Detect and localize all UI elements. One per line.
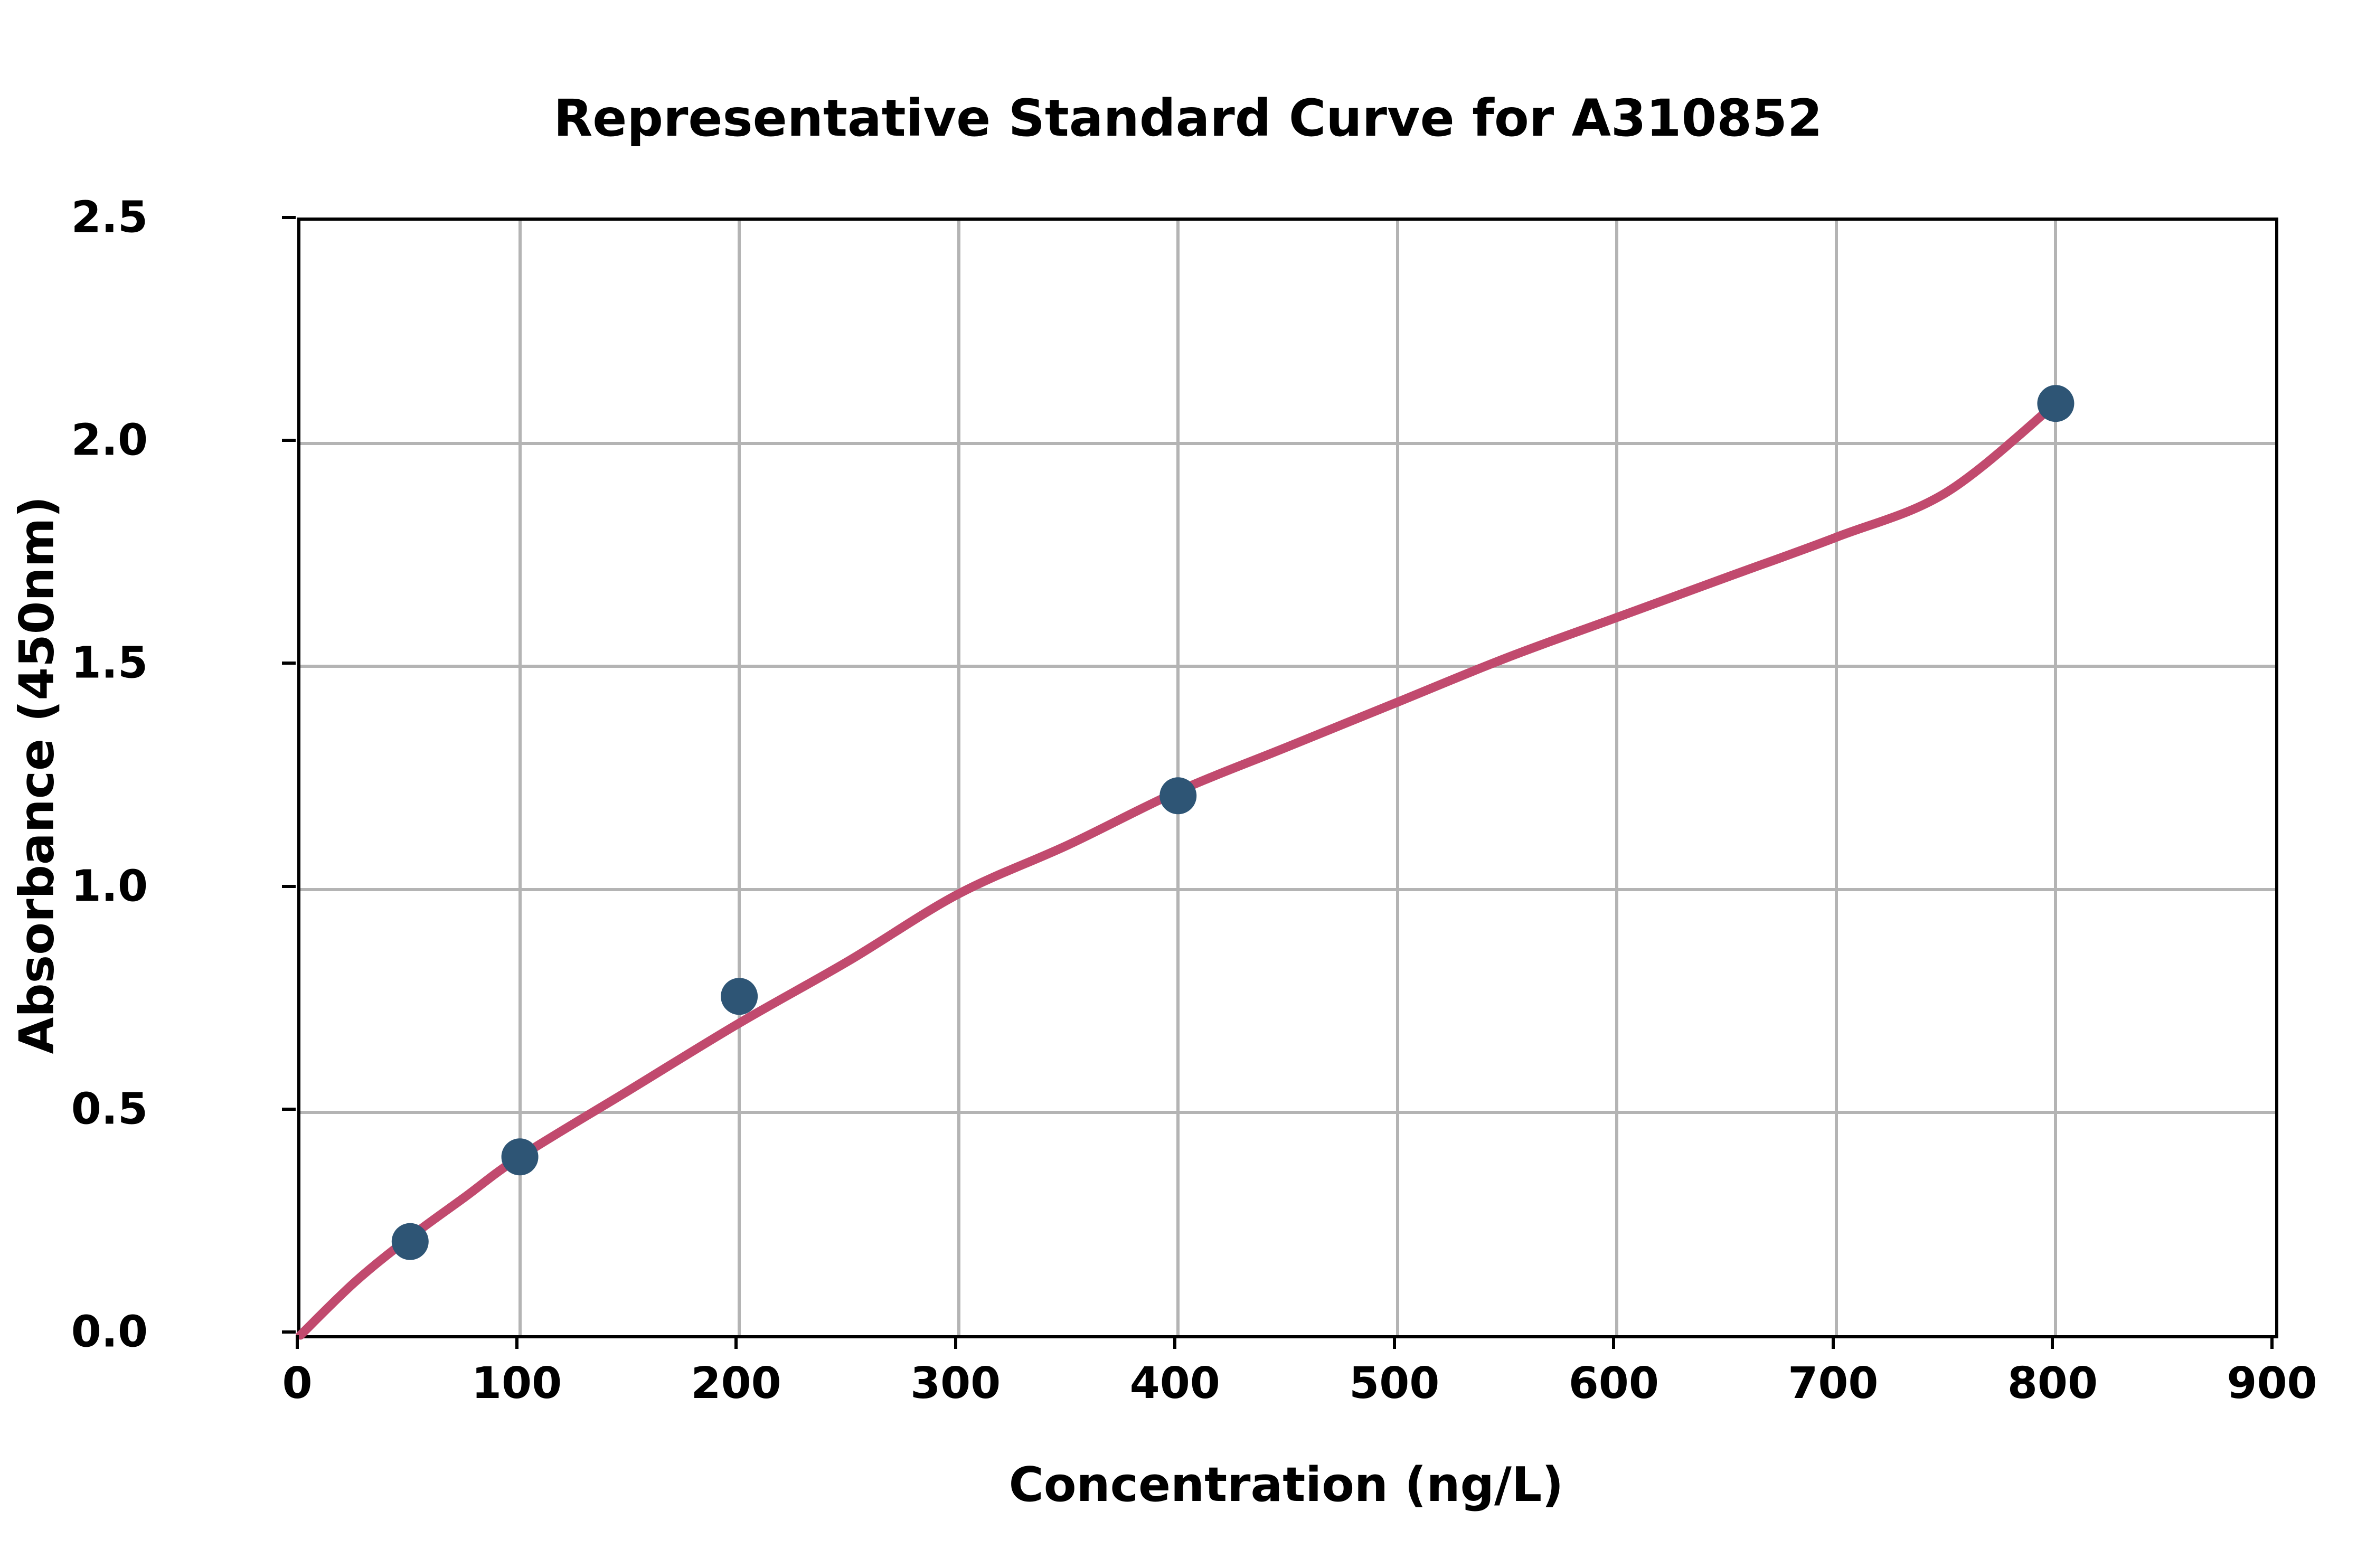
- gridline-horizontal: [300, 887, 2275, 891]
- gridline-vertical: [2054, 221, 2058, 1335]
- x-tick-mark: [2051, 1335, 2054, 1349]
- x-tick-mark: [734, 1335, 738, 1349]
- y-tick-mark: [282, 884, 296, 888]
- y-tick-label: 2.5: [71, 192, 148, 243]
- y-axis-label: Absorbance (450nm): [9, 496, 65, 1054]
- y-tick-mark: [282, 662, 296, 665]
- x-tick-label: 800: [2007, 1358, 2098, 1409]
- x-tick-mark: [2270, 1335, 2274, 1349]
- gridline-horizontal: [300, 665, 2275, 668]
- data-point: [391, 1223, 429, 1260]
- y-axis-label-wrap: Absorbance (450nm): [0, 218, 74, 1332]
- x-tick-mark: [1612, 1335, 1616, 1349]
- x-tick-mark: [1392, 1335, 1396, 1349]
- gridline-vertical: [1396, 221, 1399, 1335]
- gridline-vertical: [1615, 221, 1619, 1335]
- gridline-vertical: [738, 221, 741, 1335]
- data-point: [1159, 777, 1197, 815]
- fitted-curve-group: [296, 399, 2060, 1340]
- y-tick-label: 2.0: [71, 415, 148, 466]
- x-tick-label: 300: [910, 1358, 1001, 1409]
- data-points-group: [391, 385, 2075, 1260]
- x-tick-label: 700: [1788, 1358, 1879, 1409]
- plot-area: [296, 218, 2278, 1340]
- gridline-vertical: [957, 221, 960, 1335]
- y-tick-mark: [282, 1107, 296, 1111]
- y-tick-label: 0.5: [71, 1084, 148, 1135]
- y-tick-label: 0.0: [71, 1307, 148, 1357]
- x-tick-mark: [296, 1335, 299, 1349]
- data-layer: [296, 385, 2075, 1340]
- fitted-curve-path: [296, 399, 2060, 1340]
- x-tick-label: 500: [1349, 1358, 1440, 1409]
- y-tick-label: 1.5: [71, 638, 148, 688]
- data-point: [2037, 385, 2075, 422]
- x-tick-mark: [515, 1335, 518, 1349]
- gridline-vertical: [1834, 221, 1838, 1335]
- y-tick-label: 1.0: [71, 861, 148, 912]
- x-tick-label: 200: [691, 1358, 781, 1409]
- gridline-vertical: [518, 221, 522, 1335]
- x-tick-mark: [954, 1335, 957, 1349]
- y-tick-mark: [282, 216, 296, 219]
- plot-inner: [296, 221, 2275, 1340]
- gridline-horizontal: [300, 442, 2275, 446]
- y-tick-mark: [282, 439, 296, 442]
- page-title: Representative Standard Curve for A31085…: [553, 89, 1823, 148]
- x-axis-label: Concentration (ng/L): [1008, 1457, 1564, 1513]
- x-tick-label: 900: [2227, 1358, 2317, 1409]
- x-tick-mark: [1831, 1335, 1835, 1349]
- x-tick-label: 100: [471, 1358, 562, 1409]
- x-tick-mark: [1173, 1335, 1177, 1349]
- x-tick-label: 0: [282, 1358, 313, 1409]
- data-point: [721, 978, 758, 1015]
- x-tick-label: 600: [1568, 1358, 1659, 1409]
- data-point: [501, 1138, 539, 1176]
- x-tick-label: 400: [1129, 1358, 1220, 1409]
- y-tick-mark: [282, 1330, 296, 1334]
- gridline-horizontal: [300, 1110, 2275, 1114]
